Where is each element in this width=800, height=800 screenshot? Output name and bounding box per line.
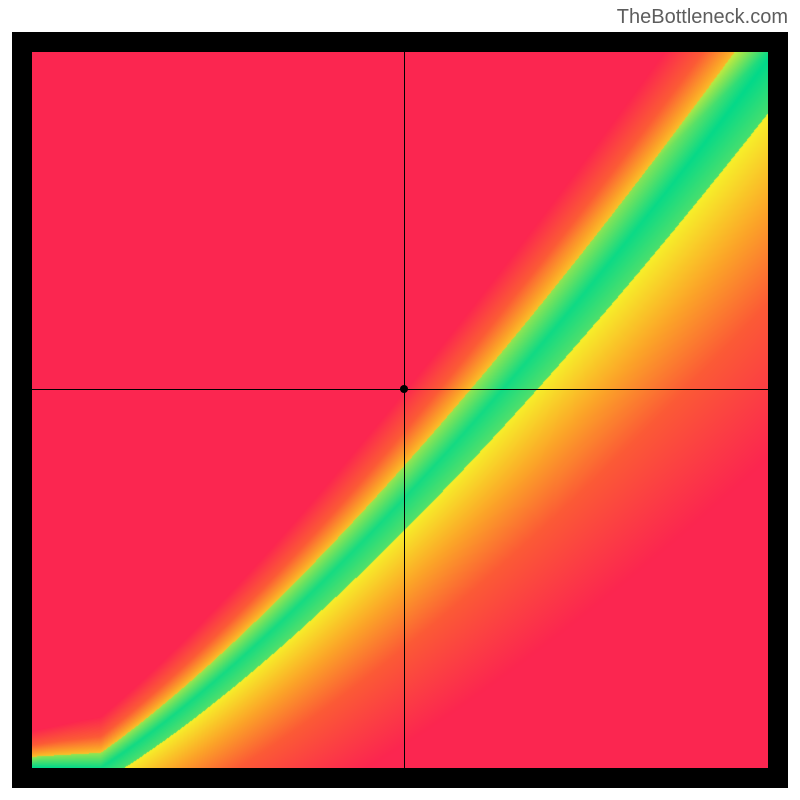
chart-frame: [12, 32, 788, 788]
center-marker: [400, 385, 408, 393]
heatmap-plot: [32, 52, 768, 768]
watermark-text: TheBottleneck.com: [617, 6, 788, 29]
crosshair-vertical: [404, 52, 405, 768]
